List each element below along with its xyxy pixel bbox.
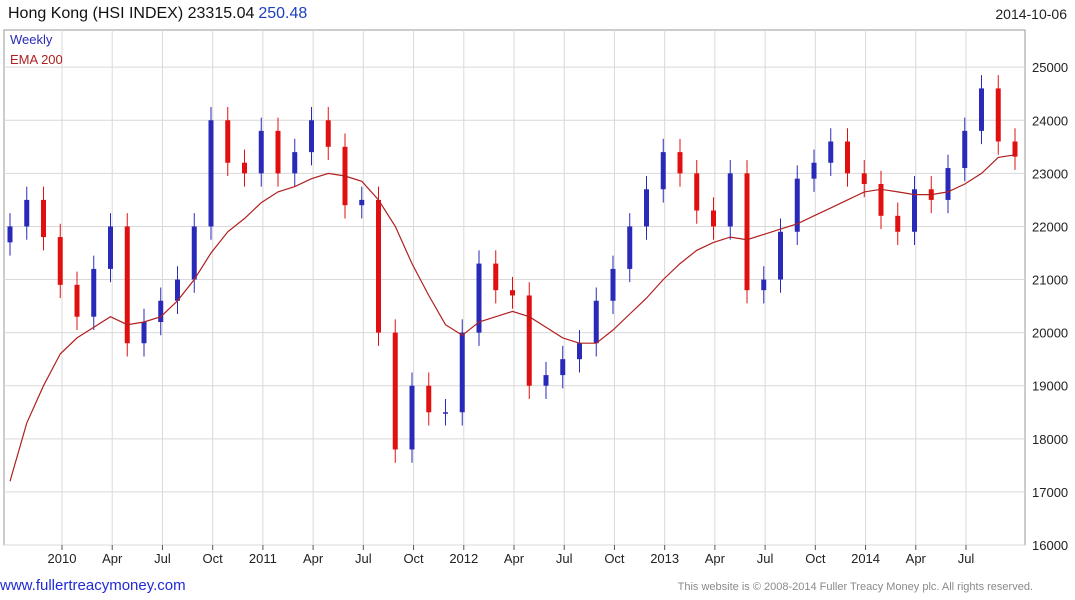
price-candle [861,173,867,184]
price-candle [493,263,499,291]
price-candle [108,226,113,269]
price-candle [57,237,63,285]
y-tick-label: 21000 [1032,273,1068,288]
price-candle [660,152,666,190]
chart-date: 2014-10-06 [995,6,1067,22]
price-candle [242,162,247,174]
y-tick-label: 20000 [1032,326,1068,341]
price-candle [694,173,700,211]
price-candle [979,88,984,131]
price-candle [560,359,566,376]
x-tick-label: 2011 [249,551,277,566]
x-tick-label: 2010 [48,551,77,566]
chart-title: Hong Kong (HSI INDEX) 23315.04 250.48 [8,5,307,23]
price-candle [727,173,733,227]
price-candle [158,300,164,323]
price-candle [1012,141,1018,157]
price-candle [91,268,97,317]
price-candle [275,130,281,174]
price-candle [258,130,264,174]
y-tick-label: 18000 [1032,432,1068,447]
price-candle [41,199,46,238]
price-candle [24,199,30,227]
price-candle [124,226,130,344]
legend-weekly: Weekly [10,32,53,47]
price-candle [208,120,214,227]
price-candle [761,279,767,291]
price-candle [292,152,298,174]
x-tick-label: Jul [355,551,372,566]
price-candle [392,332,398,450]
price-candle [744,173,750,291]
price-candle [191,226,197,280]
price-candle [225,120,231,163]
price-candle [141,322,147,344]
price-candle [711,210,716,227]
price-candle [677,152,683,174]
price-candle [644,189,649,227]
price-candle [627,226,633,269]
x-tick-label: Jul [757,551,774,566]
price-candle [577,343,582,360]
price-candle [476,263,482,333]
price-candle [7,226,13,243]
x-tick-label: Apr [906,551,927,566]
x-tick-label: Oct [604,551,625,566]
price-candle [426,385,432,413]
y-tick-label: 16000 [1032,538,1068,553]
price-candle [845,141,850,174]
y-tick-label: 25000 [1032,60,1068,75]
price-candle [962,130,968,169]
price-candle [811,162,817,179]
x-tick-label: Apr [303,551,324,566]
footer-site-link[interactable]: www.fullertreacymoney.com [0,577,186,594]
footer-copyright: This website is © 2008-2014 Fuller Treac… [677,581,1033,593]
chart-title-text: Hong Kong (HSI INDEX) 23315.04 [8,5,255,22]
y-tick-label: 19000 [1032,379,1068,394]
x-tick-label: 2013 [650,551,679,566]
price-candle [895,215,901,232]
price-candle [74,284,80,317]
price-candle [376,199,381,333]
price-candle [459,332,465,413]
price-candle [510,290,515,296]
price-candle [610,268,616,301]
price-candle [443,412,448,414]
price-candle [359,199,365,206]
price-candle [828,141,834,163]
price-candle [325,120,331,147]
legend-ema: EMA 200 [10,52,63,67]
price-candle [995,88,1001,142]
price-candle [543,375,549,386]
x-tick-label: Apr [102,551,123,566]
price-candle [794,178,800,232]
y-tick-label: 22000 [1032,219,1068,234]
ema-200-line [9,154,1016,482]
x-tick-label: Oct [203,551,224,566]
price-candle [309,120,314,153]
price-candle [878,183,884,216]
x-tick-label: Apr [705,551,726,566]
x-tick-label: Jul [154,551,171,566]
y-tick-label: 23000 [1032,166,1068,181]
x-tick-label: Oct [805,551,826,566]
x-tick-label: Apr [504,551,525,566]
chart-title-change: 250.48 [258,5,308,22]
y-tick-label: 17000 [1032,485,1068,500]
x-tick-label: 2012 [449,551,478,566]
price-candle [409,385,415,450]
x-tick-label: Oct [403,551,424,566]
price-candle [526,295,532,386]
x-tick-label: Jul [556,551,573,566]
x-tick-label: Jul [958,551,975,566]
x-tick-label: 2014 [851,551,880,566]
price-candle [593,300,599,344]
price-candle [175,279,180,301]
price-candle [778,231,783,280]
price-candle [945,168,951,200]
y-tick-label: 24000 [1032,113,1068,128]
price-candle [912,189,917,232]
